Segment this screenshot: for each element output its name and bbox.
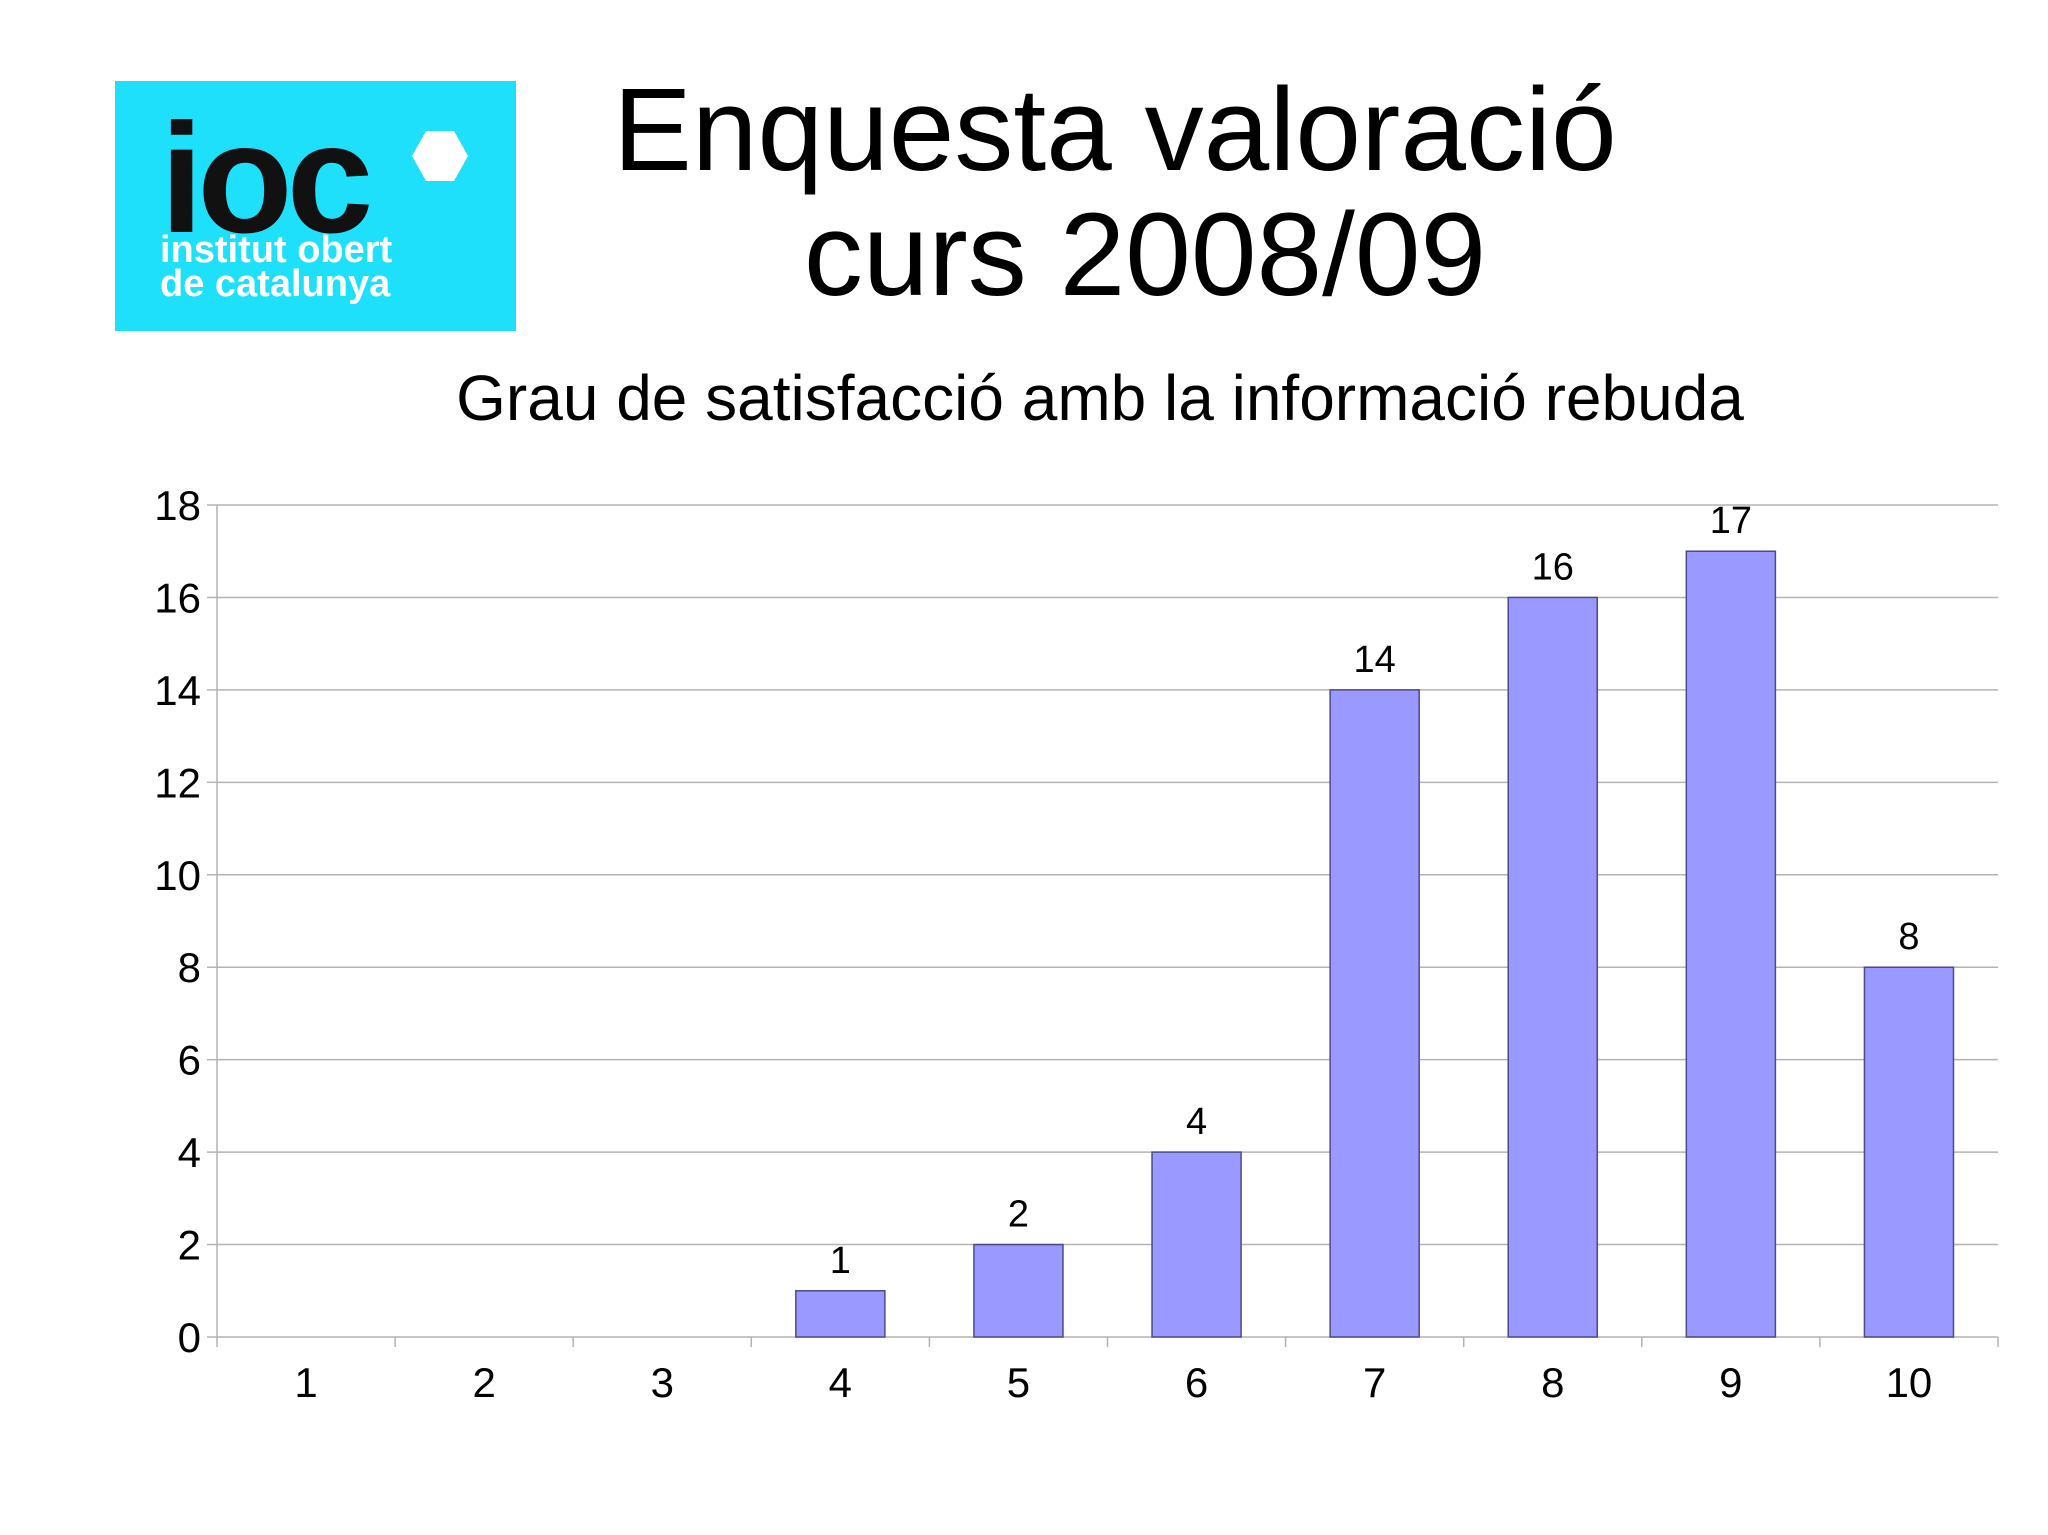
bar (1507, 596, 1599, 1338)
y-tick-label: 14 (154, 667, 201, 714)
logo-text-line1: institut obert (160, 229, 393, 271)
bar (1863, 966, 1955, 1338)
x-tick-label: 4 (829, 1359, 852, 1406)
x-tick-label: 7 (1363, 1359, 1386, 1406)
y-tick-label: 4 (178, 1129, 201, 1176)
data-label: 4 (1186, 1101, 1207, 1143)
page-title: Enquesta valoració curs 2008/09 (560, 68, 1670, 318)
y-tick-label: 6 (178, 1037, 201, 1084)
data-label: 1 (830, 1240, 851, 1282)
x-tick-label: 2 (472, 1359, 495, 1406)
logo-mark: ioc (160, 92, 373, 266)
y-tick-label: 8 (178, 944, 201, 991)
chart-title: Grau de satisfacció amb la informació re… (456, 362, 1744, 434)
y-tick-label: 2 (178, 1222, 201, 1269)
data-label: 17 (1710, 500, 1752, 542)
y-tick-label: 16 (154, 574, 201, 621)
title-line2: curs 2008/09 (803, 189, 1487, 321)
title-line1: Enquesta valoració (613, 64, 1617, 196)
data-label: 16 (1532, 546, 1574, 588)
y-tick-label: 0 (178, 1314, 201, 1361)
y-tick-label: 18 (154, 482, 201, 529)
bar (973, 1243, 1064, 1338)
x-tick-label: 8 (1541, 1359, 1564, 1406)
logo-text-line2: de catalunya (160, 263, 391, 305)
x-tick-label: 1 (294, 1359, 317, 1406)
ioc-logo: ioc institut obert de catalunya (115, 81, 516, 331)
y-tick-label: 10 (154, 852, 201, 899)
data-label: 14 (1354, 639, 1396, 681)
data-label: 8 (1898, 916, 1919, 958)
data-label: 2 (1008, 1194, 1029, 1236)
x-tick-label: 10 (1886, 1359, 1933, 1406)
x-tick-label: 5 (1007, 1359, 1030, 1406)
x-tick-label: 6 (1185, 1359, 1208, 1406)
x-tick-label: 3 (651, 1359, 674, 1406)
bar (1329, 689, 1420, 1338)
y-tick-label: 12 (154, 759, 201, 806)
bar (795, 1290, 886, 1338)
bar (1685, 550, 1777, 1338)
hexagon-icon (412, 131, 468, 181)
x-tick-label: 9 (1719, 1359, 1742, 1406)
bar (1151, 1151, 1242, 1338)
